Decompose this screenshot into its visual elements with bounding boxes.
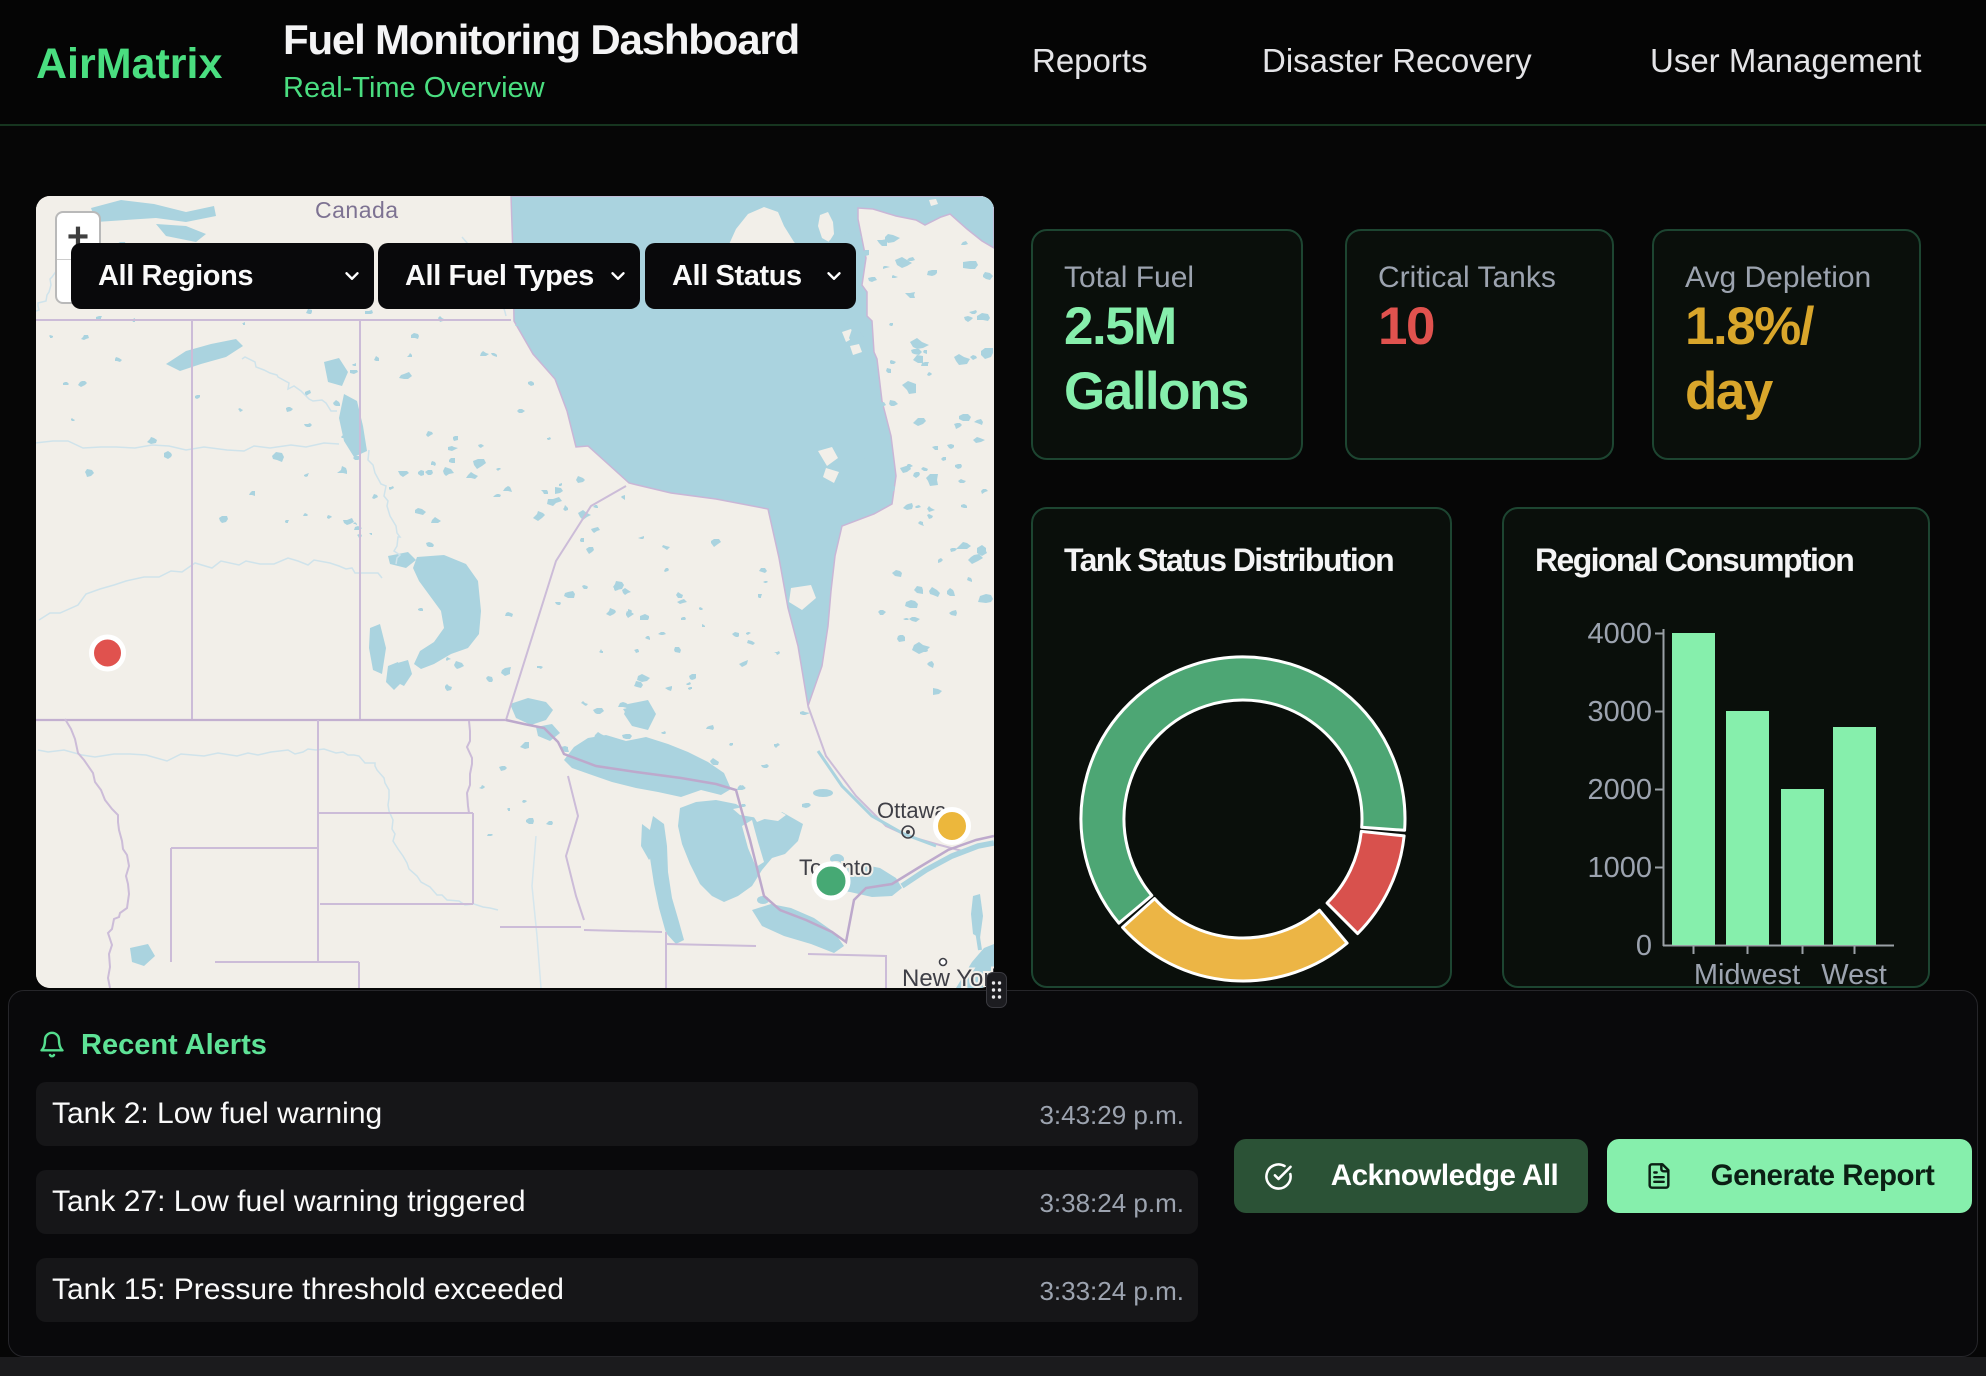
svg-text:Canada: Canada — [315, 197, 399, 223]
svg-text:2000: 2000 — [1587, 774, 1652, 806]
svg-text:New York: New York — [902, 965, 994, 988]
svg-text:3000: 3000 — [1587, 696, 1652, 728]
svg-text:0: 0 — [1636, 930, 1652, 962]
svg-text:Midwest: Midwest — [1694, 959, 1800, 990]
svg-text:4000: 4000 — [1587, 618, 1652, 650]
svg-text:West: West — [1821, 959, 1887, 990]
svg-text:1000: 1000 — [1587, 852, 1652, 884]
